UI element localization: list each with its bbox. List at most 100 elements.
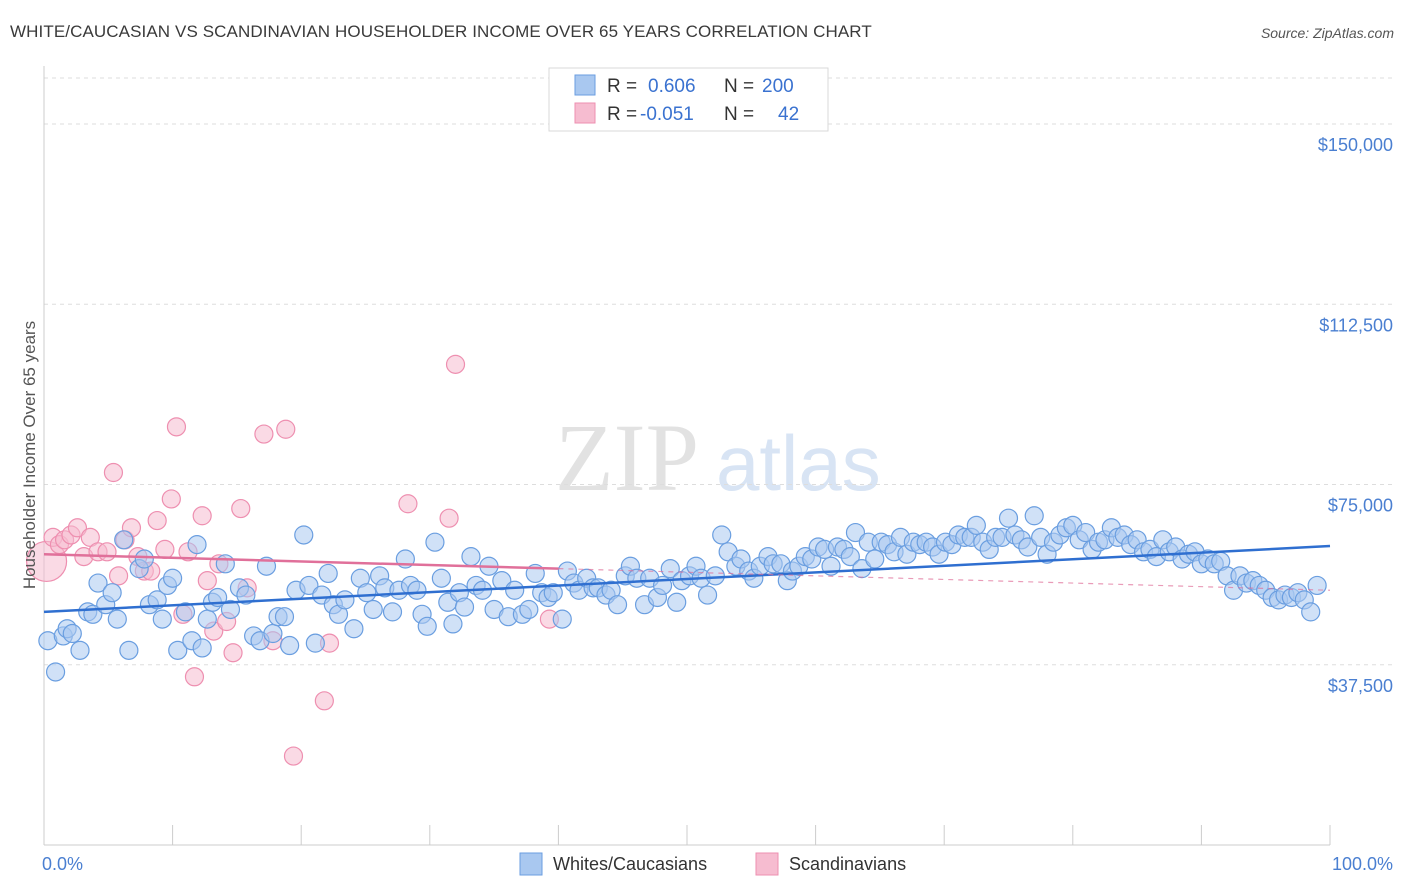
series-legend: Whites/Caucasians Scandinavians xyxy=(519,852,906,876)
white-point-91 xyxy=(607,595,628,615)
whites-trend-line xyxy=(43,544,1331,614)
white-point-127 xyxy=(840,547,860,567)
scandinavians-trend-line xyxy=(43,552,559,570)
y-tick-label-0: $37,500 xyxy=(1328,676,1393,696)
white-point-100 xyxy=(667,592,687,612)
white-point-155 xyxy=(1018,537,1038,557)
white-point-131 xyxy=(865,549,885,569)
scandinavian-point-5 xyxy=(67,518,88,538)
scandinavian-point-29 xyxy=(223,643,243,663)
white-point-200 xyxy=(1307,575,1327,596)
trend-lines xyxy=(43,544,1331,614)
scandinavian-point-40 xyxy=(445,354,466,374)
white-point-22 xyxy=(175,602,196,622)
legend-n-label-0: N = xyxy=(724,76,754,97)
scandinavian-point-10 xyxy=(103,462,124,483)
white-point-36 xyxy=(263,623,283,644)
y-tick-label-2: $112,500 xyxy=(1319,315,1393,335)
legend-r-label-0: R = xyxy=(607,76,637,97)
white-point-49 xyxy=(344,619,364,639)
watermark-zip: ZIP xyxy=(555,404,699,511)
scandinavian-point-30 xyxy=(231,498,251,519)
white-point-21 xyxy=(168,640,188,660)
white-point-39 xyxy=(280,635,300,656)
axes xyxy=(43,66,1331,846)
series-swatch-whites xyxy=(519,852,543,876)
legend-n-value-1: 42 xyxy=(778,104,799,125)
white-point-65 xyxy=(443,614,463,634)
scandinavian-point-20 xyxy=(166,417,187,437)
white-point-11 xyxy=(107,609,127,629)
source-label: Source: ZipAtlas.com xyxy=(1260,25,1394,41)
white-point-29 xyxy=(215,554,235,574)
y-axis-label: Householder Income Over 65 years xyxy=(20,321,39,589)
legend-n-value-0: 200 xyxy=(762,76,794,97)
scandinavian-point-19 xyxy=(161,489,181,509)
white-point-67 xyxy=(454,597,475,617)
white-point-18 xyxy=(152,609,172,629)
white-point-38 xyxy=(274,607,295,627)
whites-points xyxy=(38,506,1327,682)
white-point-13 xyxy=(119,640,139,660)
white-point-55 xyxy=(382,602,403,622)
watermark-atlas: atlas xyxy=(716,419,881,507)
white-point-106 xyxy=(705,566,725,586)
x-tick-label-0: 0.0% xyxy=(42,854,83,874)
white-point-42 xyxy=(299,575,319,596)
y-tick-label-1: $75,000 xyxy=(1328,496,1393,516)
white-point-63 xyxy=(431,568,451,588)
legend-r-label-1: R = xyxy=(607,104,637,125)
legend-r-value-1: -0.051 xyxy=(640,104,694,125)
white-point-68 xyxy=(461,547,481,567)
scandinavian-point-39 xyxy=(439,508,459,528)
white-point-20 xyxy=(163,568,183,588)
legend-swatch-blue xyxy=(574,74,596,96)
scandinavian-point-34 xyxy=(276,419,296,439)
white-point-51 xyxy=(357,583,377,603)
series-label-scandinavians: Scandinavians xyxy=(789,854,906,874)
white-point-62 xyxy=(425,532,445,552)
white-point-12 xyxy=(114,530,134,550)
series-swatch-scandinavians xyxy=(755,852,779,876)
scandinavian-point-35 xyxy=(283,746,304,766)
white-point-1 xyxy=(45,662,66,682)
scandinavian-point-32 xyxy=(254,424,274,444)
legend-r-value-0: 0.606 xyxy=(648,76,696,97)
white-point-152 xyxy=(998,508,1019,528)
white-point-4 xyxy=(62,623,82,644)
scandinavian-point-18 xyxy=(155,539,175,560)
white-point-52 xyxy=(363,599,383,620)
scandinavian-point-23 xyxy=(184,667,205,687)
white-point-41 xyxy=(294,525,314,545)
white-point-59 xyxy=(407,580,427,600)
white-point-81 xyxy=(543,583,563,603)
y-tick-label-3: $150,000 xyxy=(1318,135,1393,155)
white-point-24 xyxy=(187,535,207,555)
white-point-147 xyxy=(966,515,986,535)
white-point-32 xyxy=(236,585,256,605)
white-point-5 xyxy=(70,640,90,660)
scandinavian-point-9 xyxy=(97,542,117,562)
correlation-legend: R = 0.606 N = 200 R = -0.051 N = 42 xyxy=(548,67,829,132)
white-point-164 xyxy=(1076,522,1096,543)
white-point-75 xyxy=(505,580,525,600)
white-point-43 xyxy=(305,633,325,653)
y-tick-labels: $37,500 $75,000 $112,500 $150,000 xyxy=(1318,135,1393,696)
white-point-17 xyxy=(147,590,167,610)
x-tick-label-100: 100.0% xyxy=(1332,854,1393,874)
scandinavian-point-37 xyxy=(314,691,334,711)
white-point-26 xyxy=(197,609,217,629)
white-point-199 xyxy=(1301,602,1321,622)
white-point-77 xyxy=(519,599,539,620)
series-label-whites: Whites/Caucasians xyxy=(553,854,707,874)
scandinavian-point-17 xyxy=(147,510,167,531)
scandinavians-trend-extension xyxy=(558,568,1331,591)
white-point-48 xyxy=(335,590,355,610)
white-point-82 xyxy=(552,609,572,629)
white-point-8 xyxy=(88,573,108,593)
scandinavian-point-25 xyxy=(197,571,217,591)
legend-swatch-pink xyxy=(574,102,596,124)
chart-title: WHITE/CAUCASIAN VS SCANDINAVIAN HOUSEHOL… xyxy=(10,22,872,41)
scandinavian-point-24 xyxy=(192,506,212,526)
